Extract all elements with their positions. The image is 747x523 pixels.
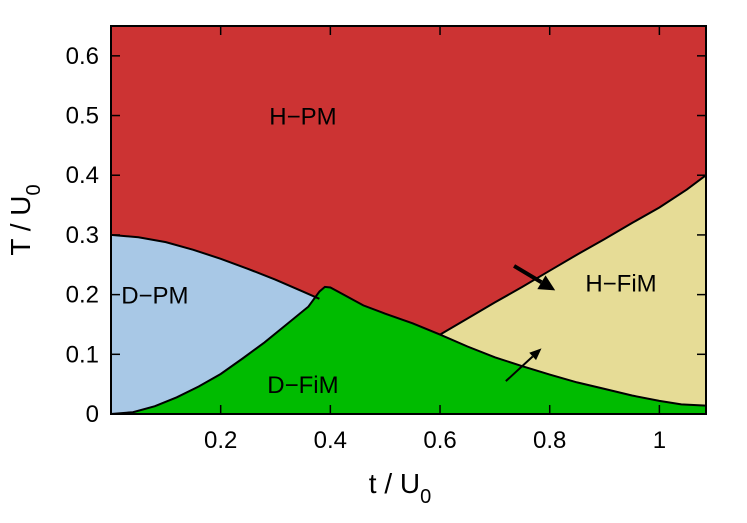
region-labels: H−PM D−PM D−FiM H−FiM xyxy=(121,104,656,400)
plot-regions xyxy=(111,26,706,414)
y-tick-label: 0.1 xyxy=(66,341,99,368)
boundary-lines xyxy=(110,174,707,415)
arrow-2-shaft xyxy=(505,355,534,382)
x-axis-label: t / U0 xyxy=(369,468,431,508)
arrow-2-head xyxy=(529,348,542,361)
plot-frame xyxy=(110,25,707,415)
arrow-1-shaft xyxy=(513,264,543,284)
arrow-1-head xyxy=(537,275,556,291)
x-ticks: 0.2 0.4 0.6 0.8 1 xyxy=(204,26,666,454)
y-tick-label: 0.6 xyxy=(66,43,99,70)
y-tick-label: 0.2 xyxy=(66,282,99,309)
boundary-d-pm-upper xyxy=(110,233,320,300)
region-label: D−PM xyxy=(121,283,188,310)
boundary-h-fim-upper xyxy=(439,174,707,336)
y-ticks: 0 0.1 0.2 0.3 0.4 0.5 0.6 xyxy=(66,43,706,428)
region-label: H−FiM xyxy=(585,271,656,298)
arrows xyxy=(505,264,556,382)
x-tick-label: 0.4 xyxy=(314,427,347,454)
x-tick-label: 0.2 xyxy=(204,427,237,454)
region-label: H−PM xyxy=(269,104,336,131)
y-tick-label: 0.3 xyxy=(66,222,99,249)
region-h-fim xyxy=(440,175,706,406)
x-tick-label: 1 xyxy=(653,427,666,454)
region-label: D−FiM xyxy=(267,372,338,399)
x-tick-label: 0.6 xyxy=(423,427,456,454)
y-tick-label: 0 xyxy=(86,401,99,428)
y-tick-label: 0.5 xyxy=(66,103,99,130)
region-d-fim xyxy=(111,286,706,414)
x-tick-label: 0.8 xyxy=(533,427,566,454)
y-tick-label: 0.4 xyxy=(66,162,99,189)
boundary-d-fim-upper xyxy=(110,285,707,415)
y-axis-label: T / U0 xyxy=(5,184,45,255)
region-d-pm xyxy=(111,234,325,414)
